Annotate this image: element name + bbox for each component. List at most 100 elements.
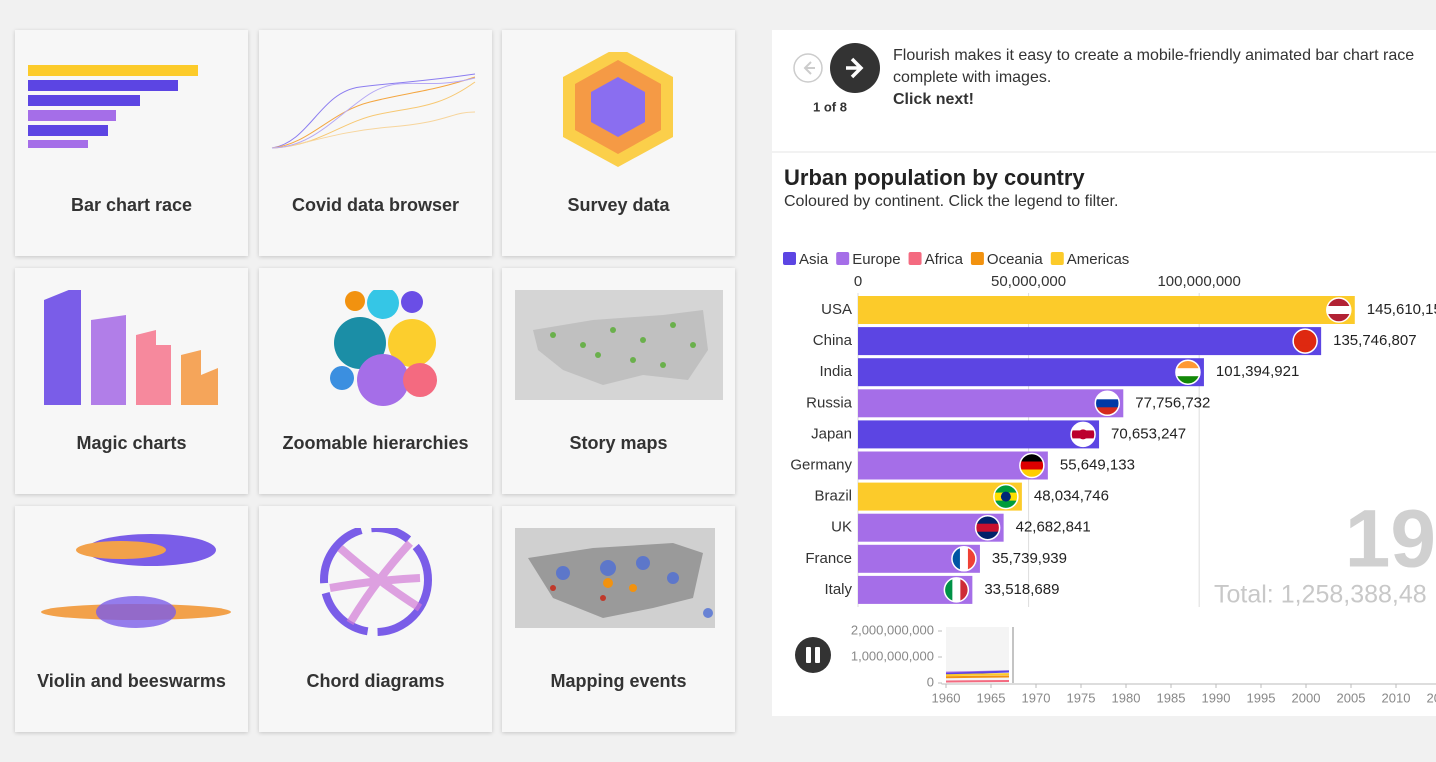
legend-swatch[interactable]: [836, 252, 850, 265]
legend-label[interactable]: Oceania: [987, 251, 1044, 268]
y-tick-label: 1,000,000,000: [851, 648, 934, 663]
legend-swatch[interactable]: [970, 252, 984, 265]
flag-detail: [1000, 491, 1011, 502]
story-panel: Flourish makes it easy to create a mobil…: [772, 30, 1436, 716]
year-label: 1967: [1345, 494, 1436, 585]
gallery-card[interactable]: Survey data: [502, 30, 735, 256]
flag-border: [974, 514, 1001, 541]
flag: [993, 484, 1018, 509]
x-tick-label: 2005: [1337, 690, 1366, 705]
category-label: India: [819, 363, 852, 380]
thumbnail: [41, 534, 231, 628]
prev-icon: [803, 61, 815, 75]
flag: [951, 546, 976, 571]
card-label: Bar chart race: [70, 195, 193, 215]
legend-label[interactable]: Africa: [925, 251, 964, 268]
category-label: Russia: [806, 394, 853, 411]
gallery-card[interactable]: Bar chart race: [15, 30, 248, 256]
gallery-card[interactable]: Magic charts: [15, 268, 248, 494]
flag: [944, 577, 969, 602]
flag-stripe: [1175, 376, 1200, 385]
legend-label[interactable]: Americas: [1067, 251, 1130, 268]
bar: [858, 389, 1124, 418]
flag-stripe: [952, 577, 961, 602]
x-tick-label: 1965: [977, 690, 1006, 705]
flag-stripe: [1071, 422, 1096, 431]
flag-stripe: [1019, 461, 1044, 470]
flag-border: [943, 577, 970, 603]
x-tick-label: 1995: [1247, 690, 1276, 705]
x-tick-label: 1960: [932, 690, 961, 705]
flag-border: [1094, 390, 1121, 417]
value-label: 70,653,247: [1111, 425, 1186, 442]
chart-title: Urban population by country: [784, 165, 1085, 190]
value-label: 42,682,841: [1016, 519, 1091, 536]
bar: [858, 451, 1048, 480]
x-tick-label: 2000: [1292, 690, 1321, 705]
gallery-card[interactable]: Chord diagrams: [259, 506, 492, 732]
card-label: Covid data browser: [291, 195, 460, 215]
gallery-card[interactable]: Violin and beeswarms: [15, 506, 248, 732]
x-tick-label: 1990: [1202, 690, 1231, 705]
legend-label[interactable]: Europe: [852, 251, 900, 268]
y-tick-label: 0: [927, 674, 934, 689]
chart-subtitle: Coloured by continent. Click the legend …: [784, 193, 1118, 210]
flag-stripe: [1326, 314, 1351, 322]
flag-border: [951, 546, 977, 572]
gallery-card[interactable]: Zoomable hierarchies: [259, 268, 492, 494]
flag-detail: [1078, 429, 1089, 440]
category-label: USA: [821, 301, 852, 318]
flag-border: [1175, 359, 1201, 385]
bar: [858, 327, 1322, 356]
flag-stripe: [975, 523, 1000, 533]
flag: [1095, 391, 1120, 416]
thumbnail: [330, 290, 437, 406]
thumbnail: [563, 52, 673, 167]
category-label: Japan: [811, 425, 852, 442]
x-tick-label: 1970: [1022, 690, 1051, 705]
flag-stripe: [1175, 368, 1200, 377]
legend-label[interactable]: Asia: [799, 251, 829, 268]
timeline-line: [945, 673, 1010, 677]
flag-stripe: [1326, 306, 1351, 315]
x-tick-label: 1980: [1112, 690, 1141, 705]
card-label: Story maps: [569, 433, 668, 453]
flag-stripe: [951, 546, 961, 571]
gallery-card[interactable]: Story maps: [502, 268, 735, 494]
thumbnail: [44, 290, 218, 405]
chart: 1 of 8 Urban population by country Colou…: [772, 43, 1436, 705]
flag-stripe: [993, 484, 1018, 494]
value-label: 145,610,15: [1367, 301, 1436, 318]
bar: [858, 296, 1355, 324]
flag-border: [1070, 421, 1096, 448]
value-label: 48,034,746: [1034, 488, 1109, 505]
gallery-card[interactable]: Covid data browser: [259, 30, 492, 256]
pause-button[interactable]: [795, 637, 831, 673]
timeline-line: [945, 670, 1010, 675]
card-label: Survey data: [567, 195, 670, 215]
flag-stripe: [1019, 453, 1044, 462]
flag-stripe: [1175, 360, 1200, 369]
flag-border: [1019, 452, 1045, 479]
pause-icon: [815, 647, 820, 663]
legend-swatch[interactable]: [1050, 252, 1064, 265]
value-label: 35,739,939: [992, 550, 1067, 567]
timeline-line: [945, 675, 1010, 679]
bar: [858, 420, 1100, 449]
flag: [1175, 360, 1200, 385]
value-label: 135,746,807: [1333, 332, 1416, 349]
flag-stripe: [1293, 337, 1318, 346]
flag-stripe: [1293, 329, 1318, 338]
x-tick-label: 2010: [1382, 690, 1411, 705]
flag-stripe: [967, 546, 976, 571]
legend-swatch[interactable]: [908, 252, 922, 265]
flag-stripe: [1071, 438, 1096, 447]
next-icon: [846, 57, 864, 79]
gallery-card[interactable]: Mapping events: [502, 506, 735, 732]
flag-stripe: [1019, 469, 1044, 478]
x-tick-label: 1975: [1067, 690, 1096, 705]
card-label: Violin and beeswarms: [37, 671, 226, 691]
legend-swatch[interactable]: [783, 252, 796, 265]
flag-stripe: [1095, 407, 1120, 416]
